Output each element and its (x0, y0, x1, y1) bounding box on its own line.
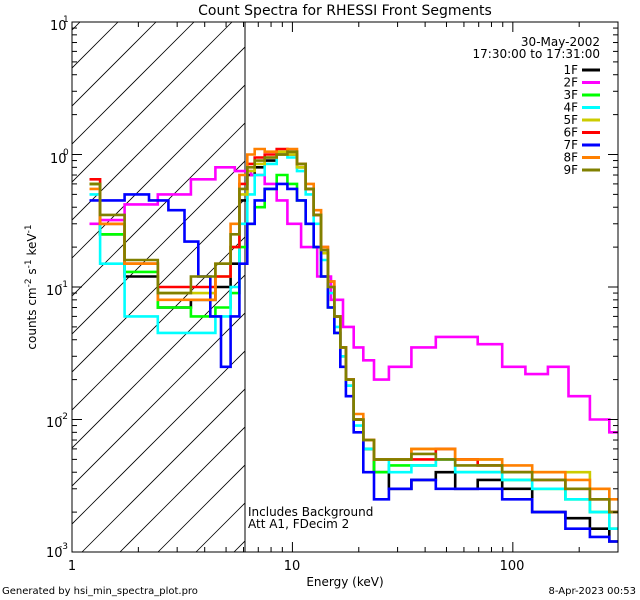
y-tick-exp-m2: -2 (59, 412, 68, 422)
hatch-line (72, 22, 81, 31)
y-tick-base-m3: 10 (46, 546, 63, 561)
date-label: 30-May-2002 (521, 35, 600, 49)
x-tick-label-100: 100 (500, 559, 525, 574)
x-tick-label-1: 1 (68, 559, 76, 574)
x-axis-ticks (71, 22, 619, 552)
series-line-3f (89, 173, 618, 531)
y-tick-base-1: 10 (50, 19, 67, 34)
hatch-line (72, 350, 245, 525)
hatch-line (72, 22, 195, 145)
y-axis-label: counts cm-2 s-1 keV-1 (24, 224, 39, 349)
hatch-line (72, 22, 233, 183)
hatch-line (72, 46, 245, 221)
y-tick-base-m1: 10 (46, 284, 63, 299)
background-note: Includes Background (248, 505, 373, 519)
y-tick-exp-1: 1 (63, 15, 69, 25)
series-line-2f (89, 166, 618, 434)
chart-title: Count Spectra for RHESSI Front Segments (198, 3, 492, 19)
legend-label-8f: 8F (563, 151, 578, 165)
y-tick-exp-m1: -1 (59, 280, 68, 290)
x-tick-label-10: 10 (284, 559, 301, 574)
series-lines (89, 147, 618, 543)
time-range-label: 17:30:00 to 17:31:00 (473, 47, 600, 61)
legend-label-6f: 6F (563, 126, 578, 140)
y-tick-base-m2: 10 (46, 416, 63, 431)
legend-label-3f: 3F (563, 88, 578, 102)
legend-label-4f: 4F (563, 101, 578, 115)
y-tick-base-0: 10 (50, 152, 67, 167)
legend-label-7f: 7F (563, 138, 578, 152)
series-line-9f (89, 150, 618, 514)
hatch-line (119, 426, 245, 552)
legend-label-1f: 1F (563, 63, 578, 77)
y-tick-exp-m3: -3 (59, 542, 68, 552)
y-axis-ticks (72, 27, 618, 553)
hatch-line (72, 160, 245, 335)
hatch-line (72, 312, 245, 487)
y-axis-label-text: counts cm-2 s-1 keV-1 (24, 224, 39, 349)
series-line-8f (89, 147, 618, 501)
footer-generated-by: Generated by hsi_min_spectra_plot.pro (2, 586, 198, 597)
footer-timestamp: 8-Apr-2023 00:53 (549, 586, 636, 597)
attenuator-note: Att A1, FDecim 2 (248, 517, 349, 531)
legend-label-9f: 9F (563, 163, 578, 177)
y-tick-exp-0: 0 (63, 148, 69, 158)
hatch-line (0, 22, 42, 552)
hatch-line (81, 388, 245, 552)
hatch-line (72, 84, 245, 259)
legend-label-5f: 5F (563, 113, 578, 127)
legend-label-2f: 2F (563, 76, 578, 90)
x-axis-label: Energy (keV) (306, 575, 383, 589)
